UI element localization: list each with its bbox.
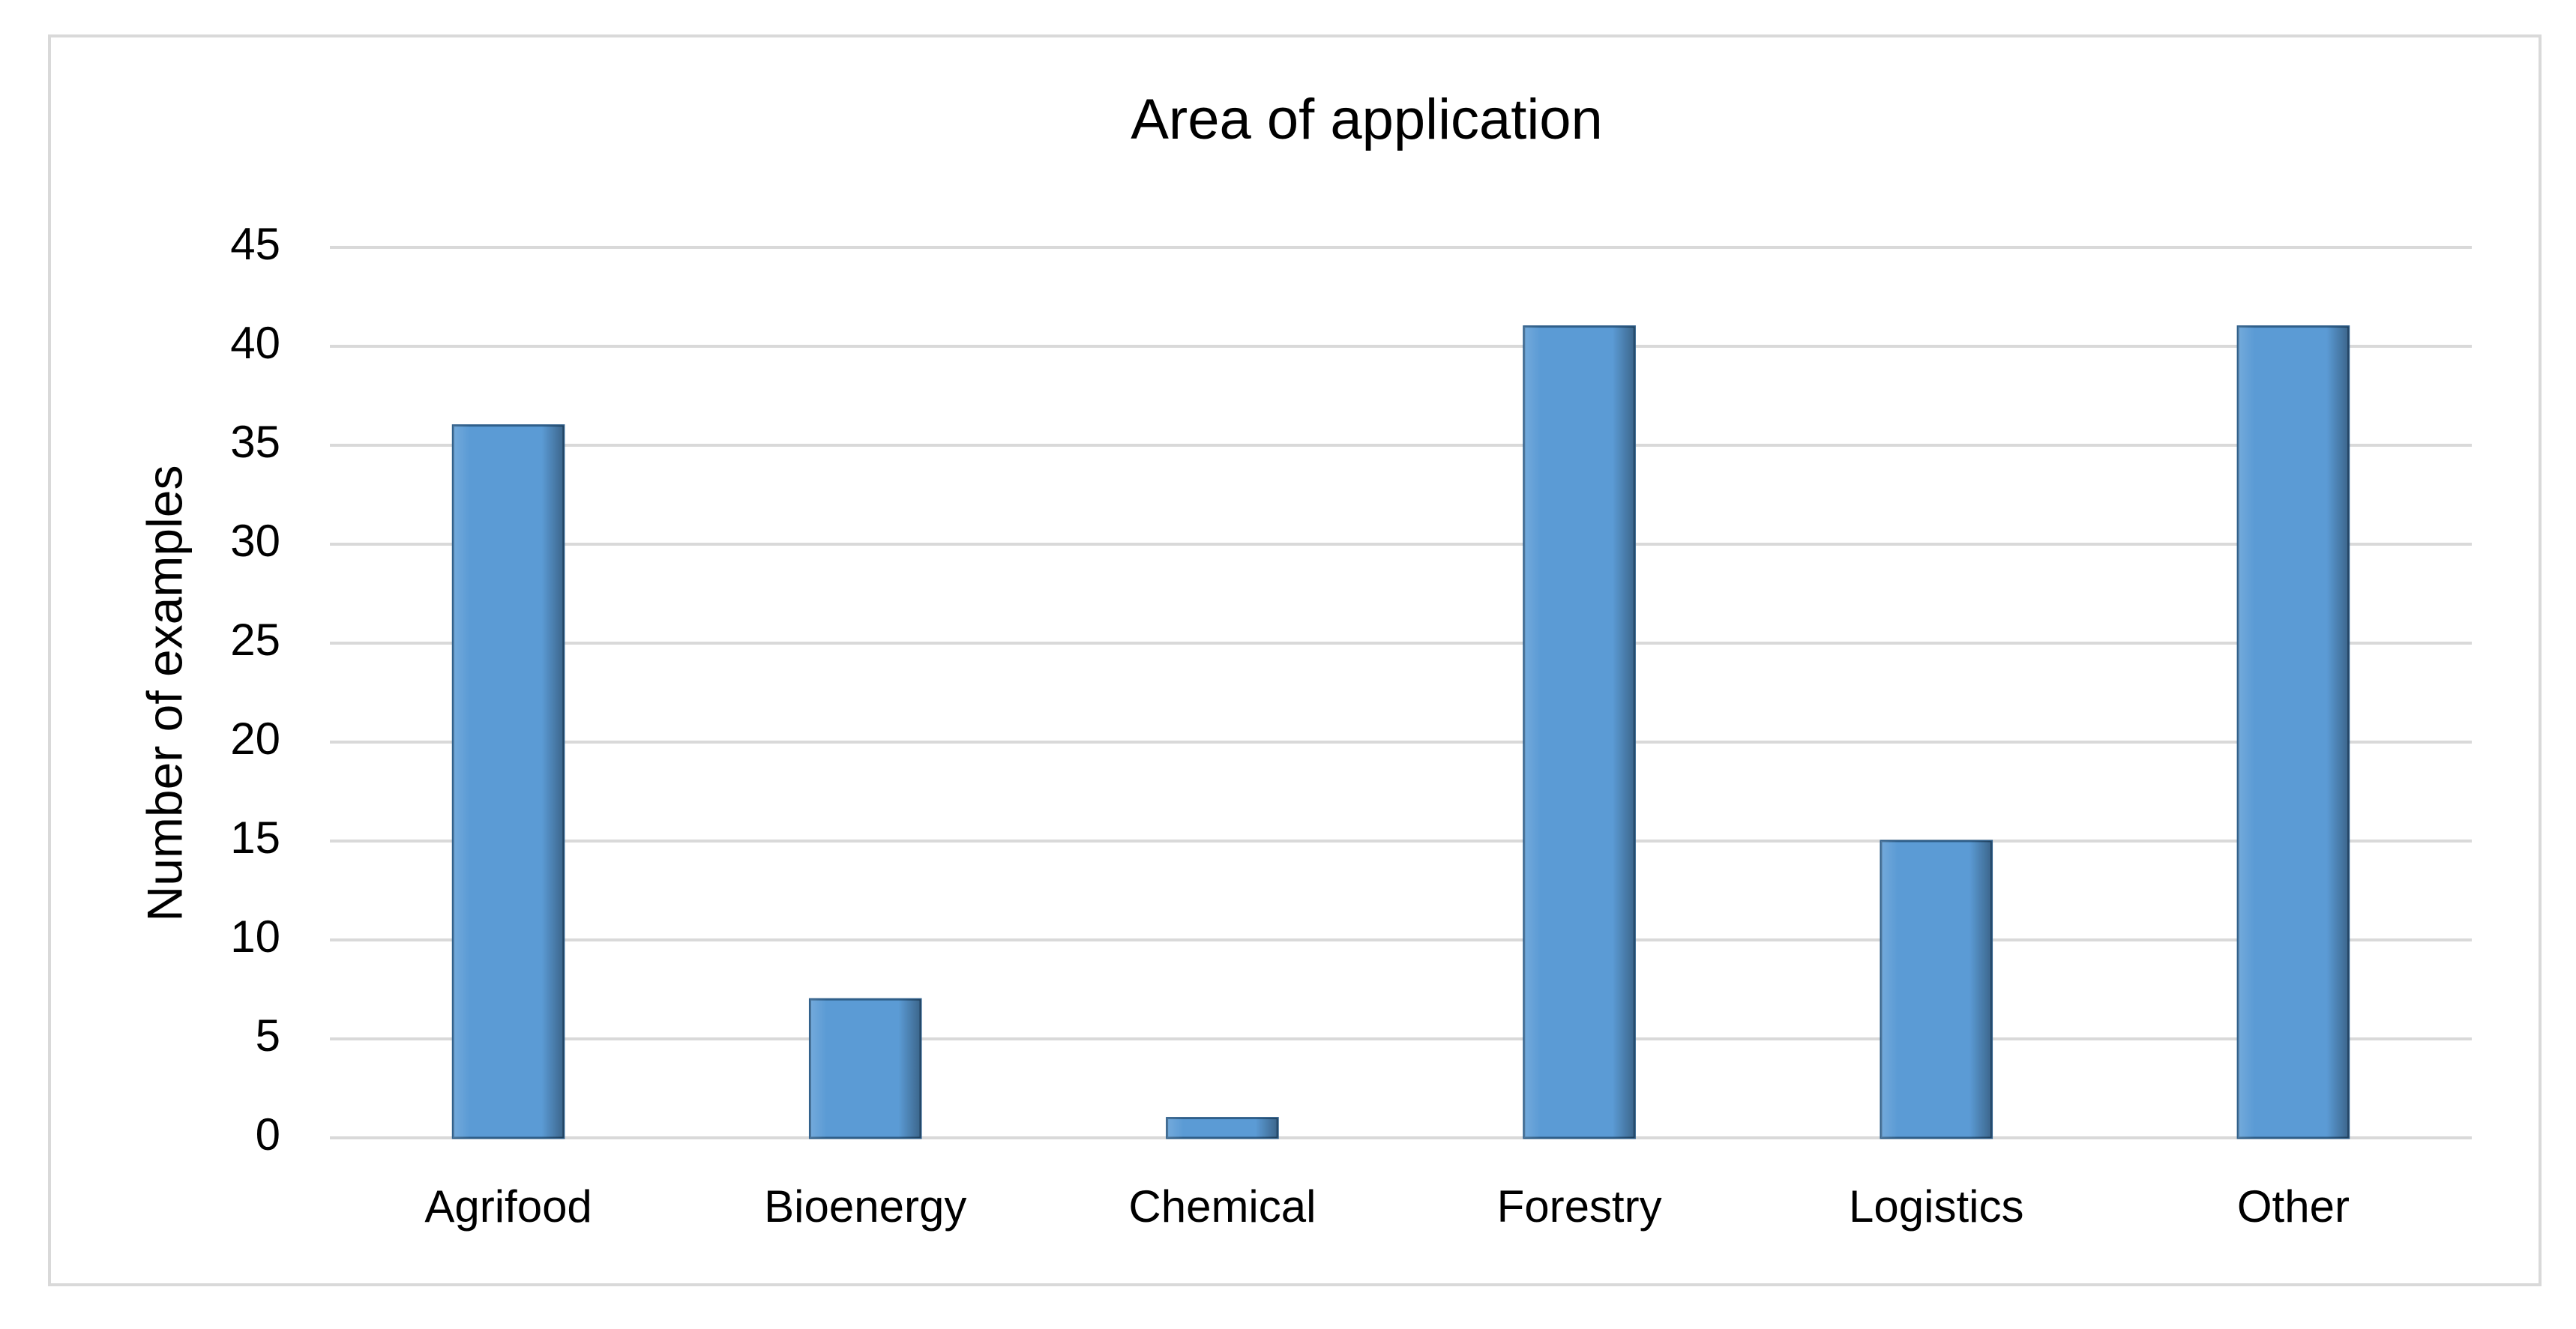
y-tick-label: 45 [230,219,280,269]
y-tick-label: 5 [256,1010,280,1061]
bar [808,998,922,1139]
x-tick-label: Other [2237,1181,2350,1232]
x-tick-label: Bioenergy [764,1181,966,1232]
y-tick-label: 25 [230,615,280,665]
y-tick-label: 0 [256,1109,280,1160]
x-tick-label: Chemical [1128,1181,1316,1232]
x-tick-label: Forestry [1497,1181,1662,1232]
bar [2236,325,2350,1139]
y-axis-title: Number of examples [136,465,192,922]
chart-title: Area of application [1131,88,1603,151]
y-tick-label: 15 [230,813,280,863]
bar [451,424,565,1139]
x-tick-label: Agrifood [424,1181,592,1232]
chart-frame [48,34,2542,1286]
y-tick-label: 20 [230,714,280,764]
y-tick-label: 35 [230,417,280,467]
y-tick-label: 10 [230,911,280,962]
bar [1523,325,1636,1139]
bar [1880,840,1993,1139]
y-tick-label: 40 [230,318,280,368]
y-tick-label: 30 [230,516,280,566]
x-tick-label: Logistics [1849,1181,2023,1232]
bar [1166,1117,1279,1139]
